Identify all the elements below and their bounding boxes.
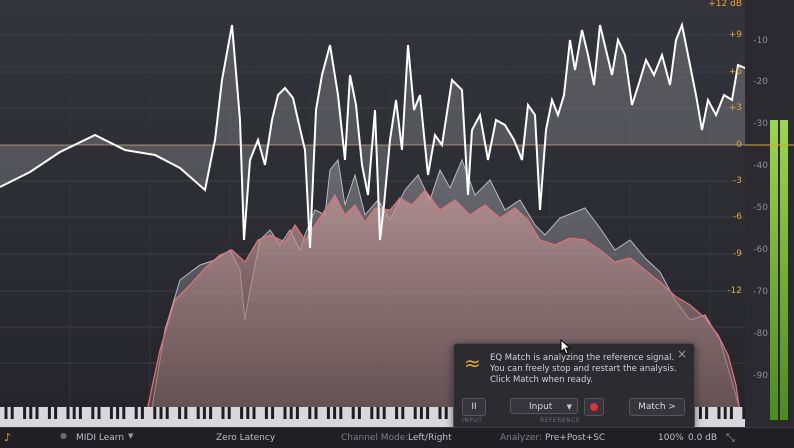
chevron-down-icon[interactable]: ▼ [128,432,134,440]
chevron-down-icon: ▼ [566,403,572,411]
spectrum-scale-label: -70 [753,287,768,297]
eq-scale-label: +3 [728,103,742,113]
eq-scale-label: -9 [733,249,742,259]
mouse-cursor-icon [560,339,572,355]
output-meter-right [780,120,788,420]
latency-mode[interactable]: Zero Latency [216,433,276,443]
eq-scale-label: 0 [736,140,742,150]
spectrum-scale-label: -30 [753,119,768,129]
eq-curve[interactable] [0,21,770,249]
approx-wave-icon: ≈ [464,351,481,375]
output-meter-left [770,120,778,420]
eq-scale-label: +6 [728,67,742,77]
reference-caption: REFERENCE [540,417,581,424]
eq-scale-label: -12 [727,286,742,296]
channel-mode-label: Channel Mode: [341,433,409,443]
piano-icon[interactable]: ♪ [4,431,12,444]
eq-scale-label: -3 [733,176,742,186]
match-button[interactable]: Match > [629,398,685,416]
input-select-value: Input [529,402,553,412]
eq-scale-label: +12 dB [708,0,742,9]
input-caption: INPUT [462,417,483,424]
record-button[interactable] [584,398,604,416]
analyzer-value[interactable]: Pre+Post+SC [545,433,606,443]
eq-match-popup: ≈ × EQ Match is analyzing the reference … [453,343,695,429]
spectrum-scale-label: -50 [753,203,768,213]
status-bar: ♪ ● MIDI Learn ▼ Zero Latency Channel Mo… [0,427,794,448]
resize-icon[interactable]: ⤡ [726,431,735,444]
eq-scale-label: -6 [733,212,742,222]
midi-learn-button[interactable]: MIDI Learn [76,433,125,443]
channel-mode-value[interactable]: Left/Right [408,433,452,443]
spectrum-scale-label: -80 [753,329,768,339]
spectrum-scale-label: -60 [753,245,768,255]
eq-curve-fill [0,25,770,248]
eq-scale-label: +9 [728,30,742,40]
output-gain[interactable]: 0.0 dB [688,433,718,443]
spectrum-scale-label: -40 [753,161,768,171]
analyzer-label: Analyzer: [500,433,543,443]
spectrum-scale-label: -90 [753,371,768,381]
popup-message: EQ Match is analyzing the reference sign… [490,353,677,385]
spectrum-scale-label: -20 [753,77,768,87]
record-icon [590,403,598,411]
match-button-label: Match > [638,402,676,412]
bullet-icon: ● [60,431,67,440]
input-select[interactable]: Input ▼ [510,398,578,414]
pause-icon: II [471,402,477,412]
zoom-level[interactable]: 100% [658,433,684,443]
pause-button[interactable]: II [462,398,486,416]
close-icon[interactable]: × [676,347,687,361]
spectrum-scale-label: -10 [753,36,768,46]
